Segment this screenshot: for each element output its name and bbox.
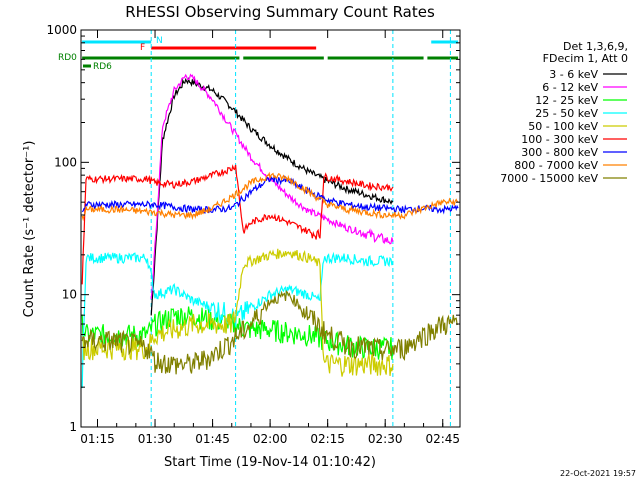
series-line-5 — [81, 164, 394, 285]
series-line-3 — [81, 251, 394, 389]
x-axis-label: Start Time (19-Nov-14 01:10:42) — [164, 455, 376, 470]
legend-label-5: 100 - 300 keV — [521, 133, 598, 146]
series-0 — [150, 76, 394, 316]
x-tick-label-6: 02:45 — [425, 432, 460, 446]
legend-label-4: 50 - 100 keV — [528, 120, 598, 133]
y-tick-label-3: 1000 — [46, 23, 77, 37]
x-tick-label-4: 02:15 — [310, 432, 345, 446]
flag-label-rd0: RD0 — [58, 53, 77, 63]
series-line-0 — [150, 76, 394, 316]
series-layer — [81, 73, 459, 389]
series-5 — [81, 164, 394, 285]
legend-label-0: 3 - 6 keV — [549, 68, 598, 81]
y-tick-label-2: 100 — [54, 155, 77, 169]
y-axis-label: Count Rate (s⁻¹ detector⁻¹) — [22, 141, 37, 318]
series-line-1 — [150, 73, 394, 300]
legend-header-1: FDecim 1, Att 0 — [543, 52, 628, 65]
x-tick-label-3: 02:00 — [253, 432, 288, 446]
series-7 — [81, 171, 459, 222]
legend-label-3: 25 - 50 keV — [535, 107, 598, 120]
series-line-7 — [81, 171, 459, 222]
vlines-layer — [150, 30, 451, 427]
y-axis: 1 10 100 1000 — [46, 23, 460, 434]
flag-label-f: F — [140, 43, 145, 53]
legend-label-7: 800 - 7000 keV — [514, 159, 598, 172]
legend-label-6: 300 - 800 keV — [521, 146, 598, 159]
series-2 — [81, 306, 394, 360]
series-line-8 — [81, 289, 459, 375]
y-tick-label-1: 10 — [62, 288, 77, 302]
flags-layer: N F RD0 RD6 — [58, 36, 459, 72]
series-line-2 — [81, 306, 394, 360]
series-1 — [150, 73, 394, 300]
x-tick-label-1: 01:30 — [138, 432, 173, 446]
series-3 — [81, 251, 394, 389]
series-8 — [81, 289, 459, 375]
legend-label-2: 12 - 25 keV — [535, 94, 598, 107]
x-tick-label-5: 02:30 — [368, 432, 403, 446]
legend-header-0: Det 1,3,6,9, — [563, 40, 628, 53]
chart-title: RHESSI Observing Summary Count Rates — [125, 3, 435, 21]
x-axis: 01:15 01:30 01:45 02:00 02:15 02:30 02:45 — [80, 30, 460, 446]
flag-label-n: N — [156, 36, 163, 46]
legend-label-8: 7000 - 15000 keV — [500, 172, 598, 185]
series-4 — [81, 248, 394, 377]
datestamp: 22-Oct-2021 19:57 — [560, 469, 636, 478]
flag-label-rd6: RD6 — [93, 62, 112, 72]
legend-label-1: 6 - 12 keV — [542, 81, 598, 94]
x-tick-label-2: 01:45 — [195, 432, 230, 446]
series-line-4 — [81, 248, 394, 377]
y-tick-label-0: 1 — [69, 420, 77, 434]
x-tick-label-0: 01:15 — [80, 432, 115, 446]
